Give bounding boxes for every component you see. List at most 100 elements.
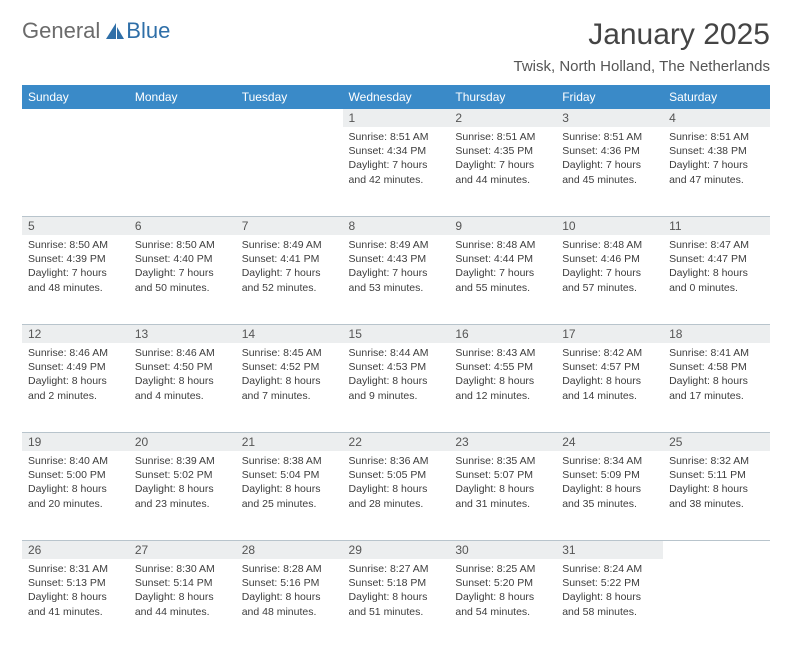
sunrise-line: Sunrise: 8:32 AM xyxy=(669,454,764,468)
sunset-line: Sunset: 4:38 PM xyxy=(669,144,764,158)
day-number-cell: 10 xyxy=(556,217,663,236)
daylight-line-1: Daylight: 7 hours xyxy=(349,266,444,280)
sunrise-line: Sunrise: 8:36 AM xyxy=(349,454,444,468)
sail-icon xyxy=(104,21,126,41)
daylight-line-1: Daylight: 8 hours xyxy=(242,590,337,604)
week-row: Sunrise: 8:51 AMSunset: 4:34 PMDaylight:… xyxy=(22,127,770,217)
day-cell: Sunrise: 8:25 AMSunset: 5:20 PMDaylight:… xyxy=(449,559,556,648)
daylight-line-1: Daylight: 7 hours xyxy=(669,158,764,172)
day-number-cell: 23 xyxy=(449,433,556,452)
day-number-cell: 16 xyxy=(449,325,556,344)
sunset-line: Sunset: 5:05 PM xyxy=(349,468,444,482)
day-details: Sunrise: 8:30 AMSunset: 5:14 PMDaylight:… xyxy=(129,559,236,621)
day-cell: Sunrise: 8:34 AMSunset: 5:09 PMDaylight:… xyxy=(556,451,663,541)
daylight-line-1: Daylight: 8 hours xyxy=(242,374,337,388)
sunrise-line: Sunrise: 8:51 AM xyxy=(562,130,657,144)
day-details: Sunrise: 8:51 AMSunset: 4:36 PMDaylight:… xyxy=(556,127,663,189)
daylight-line-1: Daylight: 8 hours xyxy=(455,374,550,388)
day-details: Sunrise: 8:32 AMSunset: 5:11 PMDaylight:… xyxy=(663,451,770,513)
sunrise-line: Sunrise: 8:31 AM xyxy=(28,562,123,576)
day-details: Sunrise: 8:45 AMSunset: 4:52 PMDaylight:… xyxy=(236,343,343,405)
col-monday: Monday xyxy=(129,85,236,109)
week-row: Sunrise: 8:50 AMSunset: 4:39 PMDaylight:… xyxy=(22,235,770,325)
day-details: Sunrise: 8:51 AMSunset: 4:35 PMDaylight:… xyxy=(449,127,556,189)
day-details: Sunrise: 8:50 AMSunset: 4:39 PMDaylight:… xyxy=(22,235,129,297)
daynum-row: 19202122232425 xyxy=(22,433,770,452)
day-number-cell: 2 xyxy=(449,109,556,127)
sunrise-line: Sunrise: 8:43 AM xyxy=(455,346,550,360)
daylight-line-2: and 42 minutes. xyxy=(349,173,444,187)
day-number-cell: 24 xyxy=(556,433,663,452)
daylight-line-1: Daylight: 7 hours xyxy=(562,266,657,280)
daylight-line-2: and 9 minutes. xyxy=(349,389,444,403)
daylight-line-2: and 17 minutes. xyxy=(669,389,764,403)
sunset-line: Sunset: 4:41 PM xyxy=(242,252,337,266)
daylight-line-2: and 2 minutes. xyxy=(28,389,123,403)
day-number-cell: 7 xyxy=(236,217,343,236)
logo-text-blue: Blue xyxy=(126,18,170,43)
day-details: Sunrise: 8:44 AMSunset: 4:53 PMDaylight:… xyxy=(343,343,450,405)
sunset-line: Sunset: 5:07 PM xyxy=(455,468,550,482)
daylight-line-2: and 48 minutes. xyxy=(28,281,123,295)
day-cell: Sunrise: 8:45 AMSunset: 4:52 PMDaylight:… xyxy=(236,343,343,433)
daylight-line-2: and 31 minutes. xyxy=(455,497,550,511)
daylight-line-1: Daylight: 8 hours xyxy=(28,482,123,496)
day-details: Sunrise: 8:27 AMSunset: 5:18 PMDaylight:… xyxy=(343,559,450,621)
col-wednesday: Wednesday xyxy=(343,85,450,109)
daylight-line-2: and 52 minutes. xyxy=(242,281,337,295)
day-details: Sunrise: 8:42 AMSunset: 4:57 PMDaylight:… xyxy=(556,343,663,405)
daylight-line-1: Daylight: 7 hours xyxy=(455,266,550,280)
day-cell: Sunrise: 8:41 AMSunset: 4:58 PMDaylight:… xyxy=(663,343,770,433)
daylight-line-1: Daylight: 8 hours xyxy=(669,482,764,496)
day-cell: Sunrise: 8:50 AMSunset: 4:39 PMDaylight:… xyxy=(22,235,129,325)
daylight-line-1: Daylight: 7 hours xyxy=(455,158,550,172)
sunrise-line: Sunrise: 8:50 AM xyxy=(135,238,230,252)
day-number-cell: 13 xyxy=(129,325,236,344)
sunrise-line: Sunrise: 8:49 AM xyxy=(242,238,337,252)
daylight-line-1: Daylight: 8 hours xyxy=(455,482,550,496)
day-cell: Sunrise: 8:46 AMSunset: 4:49 PMDaylight:… xyxy=(22,343,129,433)
day-number-cell xyxy=(129,109,236,127)
sunrise-line: Sunrise: 8:46 AM xyxy=(28,346,123,360)
day-number-cell: 5 xyxy=(22,217,129,236)
sunset-line: Sunset: 5:18 PM xyxy=(349,576,444,590)
day-details: Sunrise: 8:50 AMSunset: 4:40 PMDaylight:… xyxy=(129,235,236,297)
day-cell: Sunrise: 8:42 AMSunset: 4:57 PMDaylight:… xyxy=(556,343,663,433)
daylight-line-2: and 25 minutes. xyxy=(242,497,337,511)
sunrise-line: Sunrise: 8:41 AM xyxy=(669,346,764,360)
day-cell: Sunrise: 8:49 AMSunset: 4:43 PMDaylight:… xyxy=(343,235,450,325)
day-details: Sunrise: 8:48 AMSunset: 4:46 PMDaylight:… xyxy=(556,235,663,297)
day-details: Sunrise: 8:38 AMSunset: 5:04 PMDaylight:… xyxy=(236,451,343,513)
day-details: Sunrise: 8:28 AMSunset: 5:16 PMDaylight:… xyxy=(236,559,343,621)
day-number-cell: 14 xyxy=(236,325,343,344)
daylight-line-1: Daylight: 8 hours xyxy=(562,590,657,604)
sunrise-line: Sunrise: 8:28 AM xyxy=(242,562,337,576)
sunset-line: Sunset: 4:53 PM xyxy=(349,360,444,374)
day-cell: Sunrise: 8:35 AMSunset: 5:07 PMDaylight:… xyxy=(449,451,556,541)
day-number-cell xyxy=(236,109,343,127)
day-cell: Sunrise: 8:51 AMSunset: 4:38 PMDaylight:… xyxy=(663,127,770,217)
day-cell: Sunrise: 8:48 AMSunset: 4:46 PMDaylight:… xyxy=(556,235,663,325)
sunrise-line: Sunrise: 8:51 AM xyxy=(349,130,444,144)
daynum-row: 567891011 xyxy=(22,217,770,236)
sunrise-line: Sunrise: 8:24 AM xyxy=(562,562,657,576)
day-number-cell: 15 xyxy=(343,325,450,344)
day-details: Sunrise: 8:51 AMSunset: 4:38 PMDaylight:… xyxy=(663,127,770,189)
sunrise-line: Sunrise: 8:44 AM xyxy=(349,346,444,360)
day-cell: Sunrise: 8:27 AMSunset: 5:18 PMDaylight:… xyxy=(343,559,450,648)
daylight-line-1: Daylight: 8 hours xyxy=(242,482,337,496)
sunrise-line: Sunrise: 8:51 AM xyxy=(669,130,764,144)
day-cell: Sunrise: 8:46 AMSunset: 4:50 PMDaylight:… xyxy=(129,343,236,433)
daylight-line-1: Daylight: 8 hours xyxy=(135,482,230,496)
daylight-line-1: Daylight: 8 hours xyxy=(455,590,550,604)
daylight-line-2: and 20 minutes. xyxy=(28,497,123,511)
weekday-header-row: Sunday Monday Tuesday Wednesday Thursday… xyxy=(22,85,770,109)
sunset-line: Sunset: 5:14 PM xyxy=(135,576,230,590)
day-details: Sunrise: 8:46 AMSunset: 4:49 PMDaylight:… xyxy=(22,343,129,405)
daylight-line-1: Daylight: 8 hours xyxy=(135,374,230,388)
day-number-cell: 9 xyxy=(449,217,556,236)
daylight-line-2: and 44 minutes. xyxy=(455,173,550,187)
calendar-body: 1234Sunrise: 8:51 AMSunset: 4:34 PMDayli… xyxy=(22,109,770,648)
day-number-cell: 4 xyxy=(663,109,770,127)
sunrise-line: Sunrise: 8:25 AM xyxy=(455,562,550,576)
